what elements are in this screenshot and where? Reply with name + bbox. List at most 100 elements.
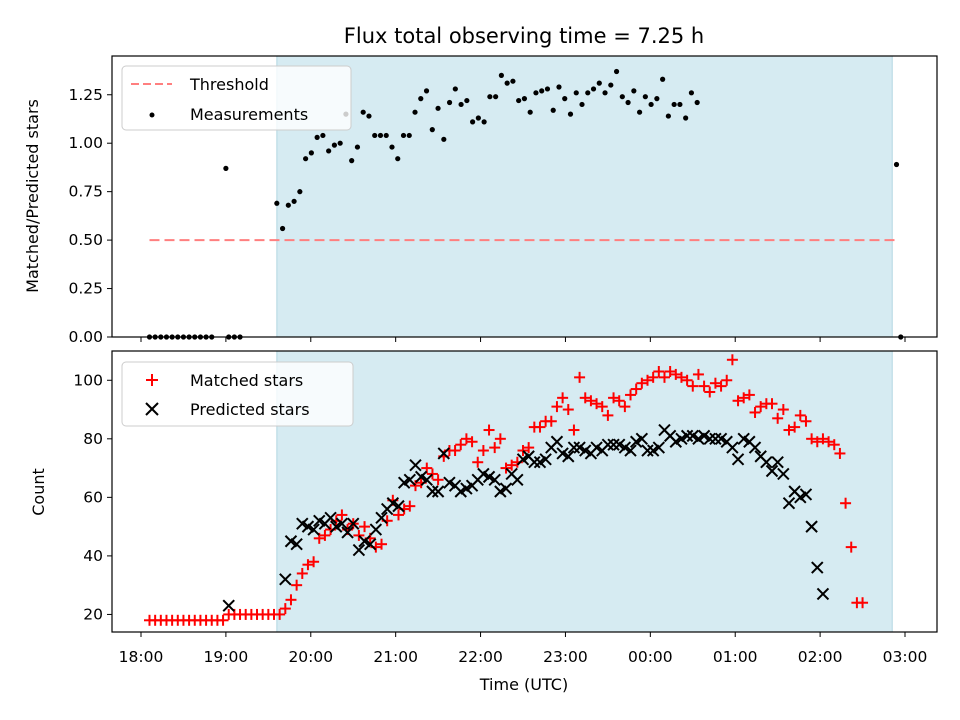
measurement-point — [366, 113, 372, 119]
matched-star-point — [738, 392, 750, 404]
measurement-point — [510, 78, 516, 84]
measurement-point — [683, 115, 689, 121]
matched-star-point — [449, 445, 461, 457]
matched-star-point — [613, 395, 625, 407]
measurement-point — [475, 115, 481, 121]
predicted-star-point — [635, 432, 649, 446]
matched-star-point — [681, 374, 693, 386]
matched-star-point — [749, 406, 761, 418]
predicted-star-point — [562, 450, 575, 463]
measurement-point — [285, 202, 291, 208]
matched-star-point — [670, 368, 682, 380]
matched-star-point — [783, 424, 795, 436]
measurement-point — [567, 111, 574, 117]
predicted-star-point — [409, 458, 422, 472]
predicted-star-point — [811, 561, 824, 574]
measurement-point — [556, 84, 562, 90]
predicted-star-point — [782, 497, 796, 510]
matched-star-point — [755, 401, 767, 413]
matched-star-point — [432, 474, 444, 486]
top-panel: 0.00 0.25 0.50 0.75 1.00 1.25 Matched/Predict… — [23, 55, 938, 346]
predicted-star-point — [307, 523, 320, 536]
matched-star-point — [579, 392, 591, 404]
bottom-y-tick-label: 20 — [83, 605, 103, 623]
matched-star-point — [664, 365, 676, 377]
matched-star-point — [426, 468, 438, 480]
measurement-point — [893, 161, 900, 168]
matched-star-point — [811, 436, 823, 448]
measurement-point — [504, 80, 510, 86]
measurement-point — [493, 94, 499, 100]
matched-star-point — [794, 409, 806, 421]
measurement-point — [354, 144, 361, 150]
predicted-star-point — [369, 523, 383, 536]
matched-star-point — [494, 433, 506, 445]
measurement-point — [326, 148, 332, 154]
matched-star-point — [743, 389, 755, 401]
matched-star-point — [692, 368, 704, 380]
matched-star-point — [675, 371, 687, 383]
measurement-point — [539, 88, 545, 94]
measurement-point — [331, 142, 338, 148]
matched-star-point — [602, 409, 614, 421]
matched-star-point — [704, 386, 716, 398]
matched-star-point — [336, 509, 348, 521]
matched-star-point — [359, 521, 371, 533]
x-tick-label: 03:00 — [883, 648, 928, 666]
legend-matched-label: Matched stars — [190, 371, 303, 390]
matched-star-point — [483, 424, 495, 436]
predicted-star-point — [680, 429, 694, 443]
bottom-legend: Matched stars Predicted stars — [121, 361, 354, 427]
measurement-point — [446, 99, 453, 106]
measurement-point — [320, 132, 326, 139]
matched-star-point — [551, 401, 563, 413]
measurement-point — [562, 96, 568, 102]
legend-predicted-label: Predicted stars — [190, 400, 310, 419]
matched-star-point — [726, 354, 738, 366]
predicted-star-point — [499, 482, 513, 495]
matched-star-point — [500, 462, 512, 474]
matched-star-point — [274, 608, 286, 620]
matched-star-point — [625, 389, 637, 401]
matched-star-point — [302, 559, 314, 571]
measurement-point — [458, 101, 464, 108]
top-y-tick-label: 0.50 — [68, 231, 103, 249]
x-tick-label: 00:00 — [628, 648, 673, 666]
matched-star-point — [477, 445, 489, 457]
predicted-star-point — [624, 444, 637, 457]
predicted-star-point — [777, 467, 790, 481]
predicted-star-point — [347, 517, 360, 530]
bottom-y-tick-label: 60 — [83, 488, 103, 506]
predicted-star-point — [703, 432, 716, 446]
measurement-point — [372, 132, 378, 139]
predicted-star-point — [765, 464, 779, 478]
measurement-point — [429, 127, 435, 133]
measurement-point — [470, 119, 476, 125]
matched-star-point — [800, 415, 812, 427]
predicted-star-point — [550, 435, 564, 448]
measurement-point — [573, 90, 579, 96]
measurement-point — [648, 101, 654, 108]
matched-star-point — [506, 459, 518, 471]
measurement-point — [527, 109, 533, 115]
predicted-star-point — [771, 456, 784, 469]
bottom-axes-frame — [111, 350, 938, 633]
matched-star-point — [840, 497, 852, 509]
legend-matched-swatch — [146, 374, 158, 386]
measurement-point — [418, 96, 424, 102]
predicted-star-point — [290, 537, 303, 551]
measurement-points — [146, 68, 904, 340]
measurement-point — [303, 156, 309, 162]
matched-star-point — [608, 392, 620, 404]
measurement-point — [636, 109, 643, 115]
chart-title: Flux total observing time = 7.25 h — [344, 24, 704, 48]
x-axis-label: Time (UTC) — [479, 675, 568, 694]
bottom-y-tick-label: 100 — [73, 371, 103, 389]
matched-star-point — [296, 567, 308, 579]
predicted-star-point — [324, 511, 337, 525]
bottom-y-axis-label: Count — [29, 468, 48, 516]
predicted-star-point — [335, 517, 349, 530]
measurement-point — [665, 113, 671, 119]
matched-star-point — [817, 433, 829, 445]
